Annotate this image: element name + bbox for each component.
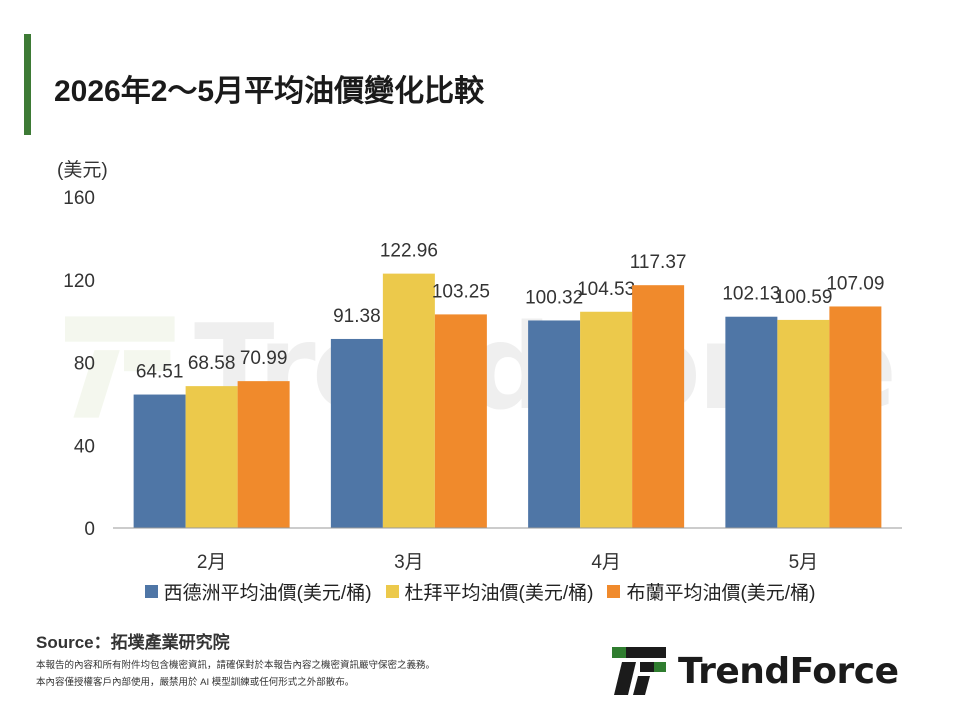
y-tick-label: 0: [84, 519, 95, 540]
bar-1-1: [133, 394, 186, 528]
bar-2-1: [185, 386, 238, 528]
bar-1-3: [528, 320, 581, 528]
y-tick-label: 120: [63, 271, 95, 292]
page-title: 2026年2～5月平均油價變化比較: [54, 75, 485, 108]
y-unit-label: (美元): [57, 159, 108, 181]
trendforce-logo-icon: [612, 647, 666, 695]
bar-2-2: [382, 273, 435, 528]
legend-item: 西德洲平均油價(美元/桶): [144, 578, 372, 605]
legend-swatch: [607, 585, 621, 598]
data-label: 103.25: [432, 281, 490, 302]
legend-item: 杜拜平均油價(美元/桶): [385, 578, 594, 605]
source-note: Source：拓墣產業研究院: [36, 633, 230, 652]
data-label: 104.53: [577, 279, 635, 300]
bar-2-4: [777, 319, 830, 528]
data-label: 91.38: [333, 306, 381, 327]
data-label: 68.58: [188, 353, 236, 374]
chart-legend: 西德洲平均油價(美元/桶) 杜拜平均油價(美元/桶) 布蘭平均油價(美元/桶): [0, 578, 960, 605]
bar-2-3: [580, 311, 633, 528]
legend-swatch: [385, 585, 399, 598]
data-label: 70.99: [240, 348, 288, 369]
data-label: 122.96: [380, 241, 438, 262]
logo-text: TrendForce: [678, 650, 899, 692]
trendforce-logo: TrendForce: [610, 645, 899, 697]
bar-1-2: [330, 338, 383, 528]
bar-3-3: [632, 285, 685, 528]
y-tick-label: 160: [63, 188, 95, 209]
legend-label: 西德洲平均油價(美元/桶): [163, 583, 372, 604]
y-tick-label: 80: [74, 354, 95, 375]
data-label: 64.51: [136, 362, 184, 383]
legend-swatch: [144, 585, 158, 598]
data-label: 107.09: [826, 273, 884, 294]
x-tick-label: 5月: [789, 552, 819, 573]
x-tick-label: 4月: [591, 552, 621, 573]
bar-1-4: [725, 316, 778, 528]
title-accent-bar: [24, 34, 31, 135]
bar-3-4: [829, 306, 882, 528]
y-tick-label: 40: [74, 436, 95, 457]
legend-label: 布蘭平均油價(美元/桶): [626, 583, 816, 604]
data-label: 100.59: [774, 287, 832, 308]
legend-label: 杜拜平均油價(美元/桶): [404, 583, 594, 604]
legend-item: 布蘭平均油價(美元/桶): [607, 578, 815, 605]
x-tick-label: 3月: [394, 552, 424, 573]
x-tick-label: 2月: [197, 552, 227, 573]
bar-3-1: [237, 381, 290, 528]
data-label: 100.32: [525, 287, 583, 308]
data-label: 117.37: [630, 252, 687, 273]
disclaimer-line-2: 本內容僅授權客戶內部使用，嚴禁用於 AI 模型訓練或任何形式之外部散布。: [36, 677, 355, 688]
data-label: 102.13: [722, 284, 780, 305]
bar-3-2: [434, 314, 487, 528]
disclaimer-line-1: 本報告的內容和所有附件均包含機密資訊，請確保對於本報告內容之機密資訊嚴守保密之義…: [36, 660, 436, 671]
